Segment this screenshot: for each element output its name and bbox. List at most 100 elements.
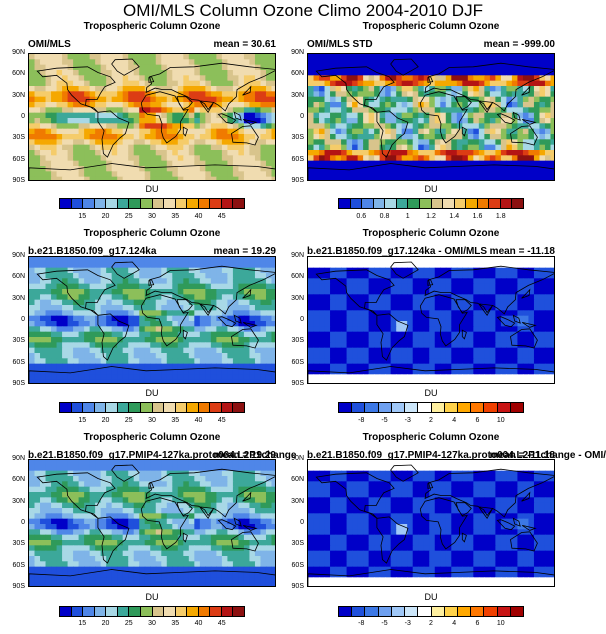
field-cell bbox=[357, 80, 364, 87]
field-cell bbox=[440, 305, 447, 311]
field-cell bbox=[330, 331, 337, 338]
field-cell bbox=[40, 353, 47, 359]
field-cell bbox=[346, 283, 353, 290]
field-cell bbox=[117, 75, 124, 82]
field-cell bbox=[62, 481, 69, 488]
field-cell bbox=[330, 305, 337, 311]
field-cell bbox=[271, 326, 275, 333]
field-cell bbox=[177, 481, 184, 488]
field-cell bbox=[440, 96, 447, 103]
field-cell bbox=[188, 358, 195, 365]
field-cell bbox=[390, 166, 397, 172]
field-cell bbox=[429, 273, 436, 279]
field-cell bbox=[357, 321, 364, 327]
field-cell bbox=[429, 75, 436, 82]
field-cell bbox=[188, 176, 195, 180]
field-cell bbox=[385, 176, 392, 180]
field-cell bbox=[84, 342, 91, 349]
field-cell bbox=[205, 262, 212, 269]
field-cell bbox=[161, 294, 168, 301]
field-cell bbox=[260, 508, 267, 514]
field-cell bbox=[210, 358, 217, 365]
field-cell bbox=[500, 102, 507, 108]
field-cell bbox=[227, 64, 234, 71]
field-cell bbox=[271, 331, 275, 338]
field-cell bbox=[390, 139, 397, 146]
field-cell bbox=[199, 118, 206, 124]
field-cell bbox=[62, 107, 69, 114]
field-cell bbox=[324, 353, 331, 359]
field-cell bbox=[155, 278, 162, 285]
field-cell bbox=[495, 160, 502, 167]
field-cell bbox=[67, 96, 74, 103]
field-cell bbox=[56, 460, 63, 466]
field-cell bbox=[40, 508, 47, 514]
field-cell bbox=[324, 321, 331, 327]
field-cell bbox=[89, 166, 96, 172]
field-cell bbox=[445, 75, 452, 82]
field-cell bbox=[111, 289, 118, 295]
field-cell bbox=[390, 294, 397, 301]
field-cell bbox=[188, 347, 195, 354]
field-cell bbox=[330, 160, 337, 167]
field-cell bbox=[51, 102, 58, 108]
field-cell bbox=[95, 267, 102, 274]
field-cell bbox=[232, 102, 240, 108]
field-cell bbox=[199, 502, 206, 509]
field-cell bbox=[495, 176, 502, 180]
field-cell bbox=[528, 257, 535, 263]
field-cell bbox=[117, 262, 124, 269]
field-cell bbox=[390, 128, 397, 135]
field-cell bbox=[100, 267, 107, 274]
field-cell bbox=[232, 166, 240, 172]
field-cell bbox=[478, 267, 485, 274]
field-cell bbox=[440, 160, 447, 167]
field-cell bbox=[199, 294, 206, 301]
field-cell bbox=[172, 283, 179, 290]
field-cell bbox=[511, 123, 519, 130]
field-cell bbox=[254, 278, 262, 285]
field-cell bbox=[357, 144, 364, 151]
field-cell bbox=[313, 123, 320, 130]
field-cell bbox=[161, 289, 168, 295]
field-cell bbox=[511, 358, 519, 365]
colorbar-swatch bbox=[454, 199, 467, 208]
field-cell bbox=[111, 497, 118, 504]
field-cell bbox=[34, 508, 41, 514]
field-cell bbox=[227, 470, 234, 477]
field-cell bbox=[401, 305, 408, 311]
field-cell bbox=[396, 310, 403, 317]
field-cell bbox=[40, 176, 47, 180]
field-cell bbox=[346, 369, 353, 375]
field-cell bbox=[456, 331, 463, 338]
field-cell bbox=[550, 54, 554, 60]
field-cell bbox=[45, 342, 52, 349]
field-cell bbox=[51, 107, 58, 114]
field-cell bbox=[467, 112, 474, 119]
field-cell bbox=[161, 283, 168, 290]
field-cell bbox=[324, 315, 331, 322]
field-cell bbox=[194, 160, 201, 167]
field-cell bbox=[379, 171, 386, 178]
field-cell bbox=[188, 342, 195, 349]
field-cell bbox=[194, 118, 201, 124]
field-cell bbox=[144, 347, 151, 354]
field-cell bbox=[238, 369, 245, 375]
field-cell bbox=[139, 144, 146, 151]
field-cell bbox=[324, 337, 331, 343]
colorbar-swatch bbox=[198, 403, 211, 412]
field-cell bbox=[330, 64, 337, 71]
field-cell bbox=[199, 353, 206, 359]
field-cell bbox=[111, 166, 118, 172]
field-cell bbox=[539, 86, 546, 92]
field-cell bbox=[445, 305, 452, 311]
field-cell bbox=[122, 470, 129, 477]
field-cell bbox=[407, 176, 414, 180]
field-cell bbox=[150, 294, 157, 301]
field-cell bbox=[330, 54, 337, 60]
field-cell bbox=[396, 315, 403, 322]
field-cell bbox=[451, 155, 458, 162]
field-cell bbox=[51, 358, 58, 365]
field-cell bbox=[89, 128, 96, 135]
colorbar-label: 1 bbox=[405, 213, 410, 220]
